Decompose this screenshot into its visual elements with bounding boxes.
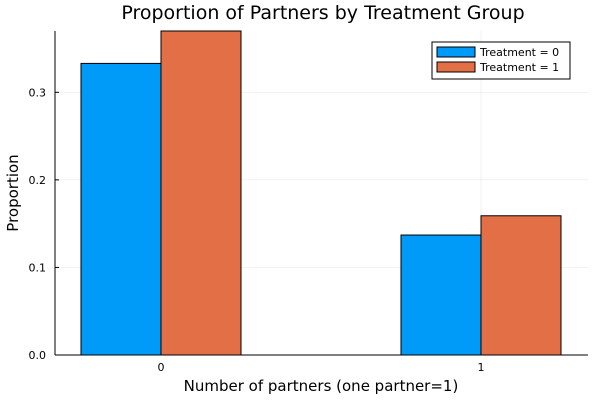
x-axis-label: Number of partners (one partner=1)	[184, 377, 459, 395]
ticks: 0.0 0.1 0.2 0.3 0 1	[29, 86, 485, 374]
x-tick-label: 0	[158, 361, 165, 374]
y-tick-label: 0.2	[29, 174, 47, 187]
legend-swatch	[436, 46, 476, 58]
bar-series0-cat0	[80, 62, 162, 356]
y-tick-label: 0.3	[29, 86, 47, 99]
legend: Treatment = 0 Treatment = 1	[431, 41, 571, 80]
bar-series0-cat1	[400, 234, 482, 356]
bar-series1-cat1	[480, 215, 562, 356]
x-tick-label: 1	[478, 361, 485, 374]
y-tick-label: 0.1	[29, 261, 47, 274]
legend-swatch	[436, 61, 476, 73]
legend-label: Treatment = 0	[479, 46, 559, 59]
bar-series1-cat0	[160, 30, 242, 356]
chart-title: Proportion of Partners by Treatment Grou…	[121, 2, 524, 24]
y-axis-label: Proportion	[4, 154, 22, 231]
axes	[54, 31, 588, 356]
legend-label: Treatment = 1	[479, 61, 559, 74]
y-tick-label: 0.0	[29, 349, 47, 362]
bars	[80, 30, 562, 356]
